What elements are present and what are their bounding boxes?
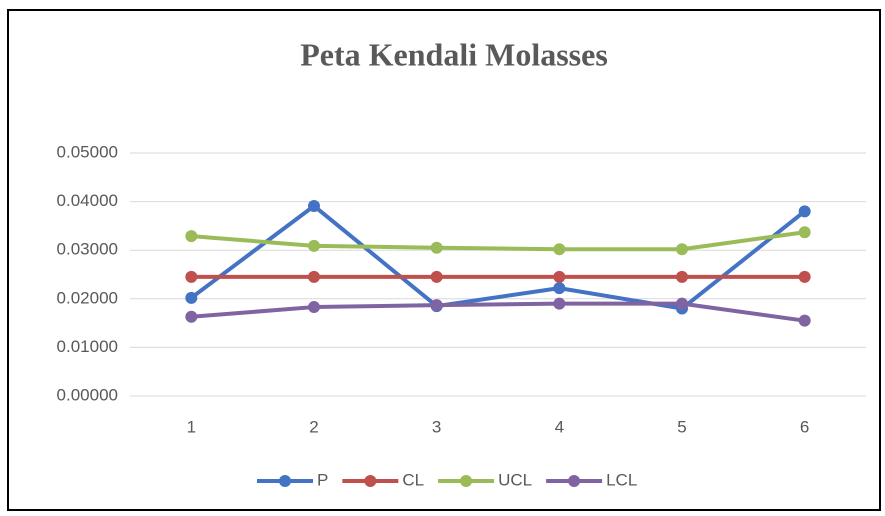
chart-title: Peta Kendali Molasses (300, 36, 608, 72)
legend-marker (568, 475, 581, 487)
marker (185, 270, 198, 283)
marker (308, 301, 320, 314)
y-tick-label: 0.01000 (57, 337, 118, 356)
x-tick-label: 3 (432, 417, 441, 436)
marker (553, 297, 566, 310)
marker (185, 310, 198, 323)
marker (553, 243, 566, 256)
marker (553, 270, 566, 283)
marker (185, 291, 198, 304)
legend-label: P (317, 470, 328, 489)
marker (185, 230, 198, 243)
marker (430, 299, 443, 312)
legend-marker (364, 475, 377, 487)
y-tick-label: 0.02000 (57, 288, 118, 307)
legend-label: UCL (498, 470, 532, 489)
marker (308, 270, 320, 283)
y-tick-label: 0.04000 (57, 191, 118, 210)
series-line (191, 230, 805, 252)
legend-label: CL (402, 470, 424, 489)
x-tick-label: 1 (187, 417, 196, 436)
x-tick-label: 2 (309, 417, 318, 436)
series-line (190, 203, 806, 311)
y-tick-label: 0.05000 (57, 142, 118, 161)
x-tick-label: 6 (800, 417, 809, 436)
marker (798, 270, 811, 283)
marker (430, 241, 443, 254)
marker (430, 270, 443, 283)
legend-label: LCL (606, 470, 637, 489)
y-tick-label: 0.03000 (57, 240, 118, 259)
x-tick-label: 5 (677, 417, 686, 436)
marker (798, 314, 811, 327)
series-line (191, 301, 805, 323)
y-tick-label: 0.00000 (57, 385, 118, 404)
marker (798, 226, 811, 239)
marker (676, 243, 688, 256)
marker (308, 239, 320, 252)
legend-marker (460, 475, 473, 487)
marker (553, 282, 566, 295)
chart-border (7, 9, 881, 511)
marker (676, 297, 688, 310)
x-tick-label: 4 (555, 417, 564, 436)
marker (676, 270, 688, 283)
marker (798, 205, 811, 218)
legend-marker (279, 475, 291, 487)
marker (308, 199, 320, 212)
